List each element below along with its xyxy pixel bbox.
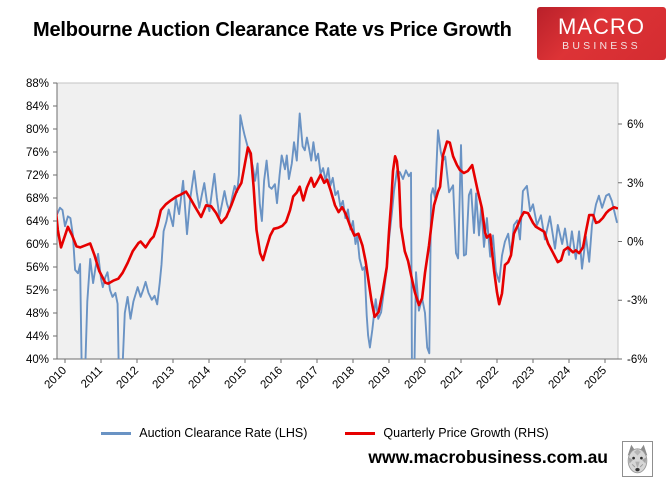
x-axis-tick-label: 2015 [223,365,250,392]
x-axis-tick-label: 2022 [475,365,502,392]
wolf-logo-box [622,441,653,477]
red-line-swatch [345,431,376,435]
left-axis-tick-label: 48% [26,308,49,320]
x-axis-tick-label: 2025 [583,365,610,392]
price-growth-line [57,140,618,319]
x-axis-tick-label: 2017 [295,365,322,392]
left-axis-tick-label: 40% [26,354,49,366]
left-axis-tick-label: 44% [26,331,49,343]
left-axis-tick-label: 52% [26,285,49,297]
right-axis-tick-label: -6% [627,354,647,366]
x-axis-tick-label: 2024 [547,364,574,391]
left-axis-tick-label: 72% [26,170,49,182]
x-axis-tick-label: 2021 [439,365,466,392]
page-title: Melbourne Auction Clearance Rate vs Pric… [33,19,512,41]
left-axis-tick-label: 80% [26,124,49,136]
x-axis-tick-label: 2011 [79,365,105,391]
right-axis-tick-label: 0% [627,237,644,249]
left-axis-tick-label: 88% [26,78,49,90]
x-axis-tick-label: 2010 [43,365,70,392]
logo-text-business: BUSINESS [562,39,641,52]
legend-label: Auction Clearance Rate (LHS) [139,426,308,440]
left-axis-tick-label: 60% [26,239,49,251]
left-axis-tick-label: 56% [26,262,49,274]
legend-item-clearance-rate: Auction Clearance Rate (LHS) [101,426,307,440]
right-axis-tick-label: -3% [627,295,647,307]
left-axis-tick-label: 76% [26,147,49,159]
x-axis-tick-label: 2018 [331,365,358,392]
right-axis-tick-label: 6% [627,119,644,131]
x-axis-tick-label: 2020 [403,365,430,392]
legend-item-price-growth: Quarterly Price Growth (RHS) [345,426,549,440]
x-axis-tick-label: 2013 [151,365,178,392]
x-axis-tick-label: 2012 [115,365,142,392]
x-axis-tick-label: 2014 [187,364,214,391]
x-axis-tick-label: 2016 [259,365,286,392]
macrobusiness-logo: MACRO BUSINESS [537,7,666,60]
logo-text-macro: MACRO [558,13,645,39]
wolf-icon [627,444,648,474]
legend-label: Quarterly Price Growth (RHS) [383,426,549,440]
clearance-rate-line [57,112,618,359]
left-axis-tick-label: 84% [26,101,49,113]
x-axis-tick-label: 2019 [367,365,394,392]
blue-line-swatch [101,431,132,435]
chart-legend: Auction Clearance Rate (LHS) Quarterly P… [40,424,610,442]
left-axis-tick-label: 64% [26,216,49,228]
plot-area [56,82,619,360]
website-url: www.macrobusiness.com.au [368,447,608,467]
right-axis-tick-label: 3% [627,178,644,190]
axis-ticks [53,82,622,363]
x-axis-tick-label: 2023 [511,365,538,392]
left-axis-tick-label: 68% [26,193,49,205]
